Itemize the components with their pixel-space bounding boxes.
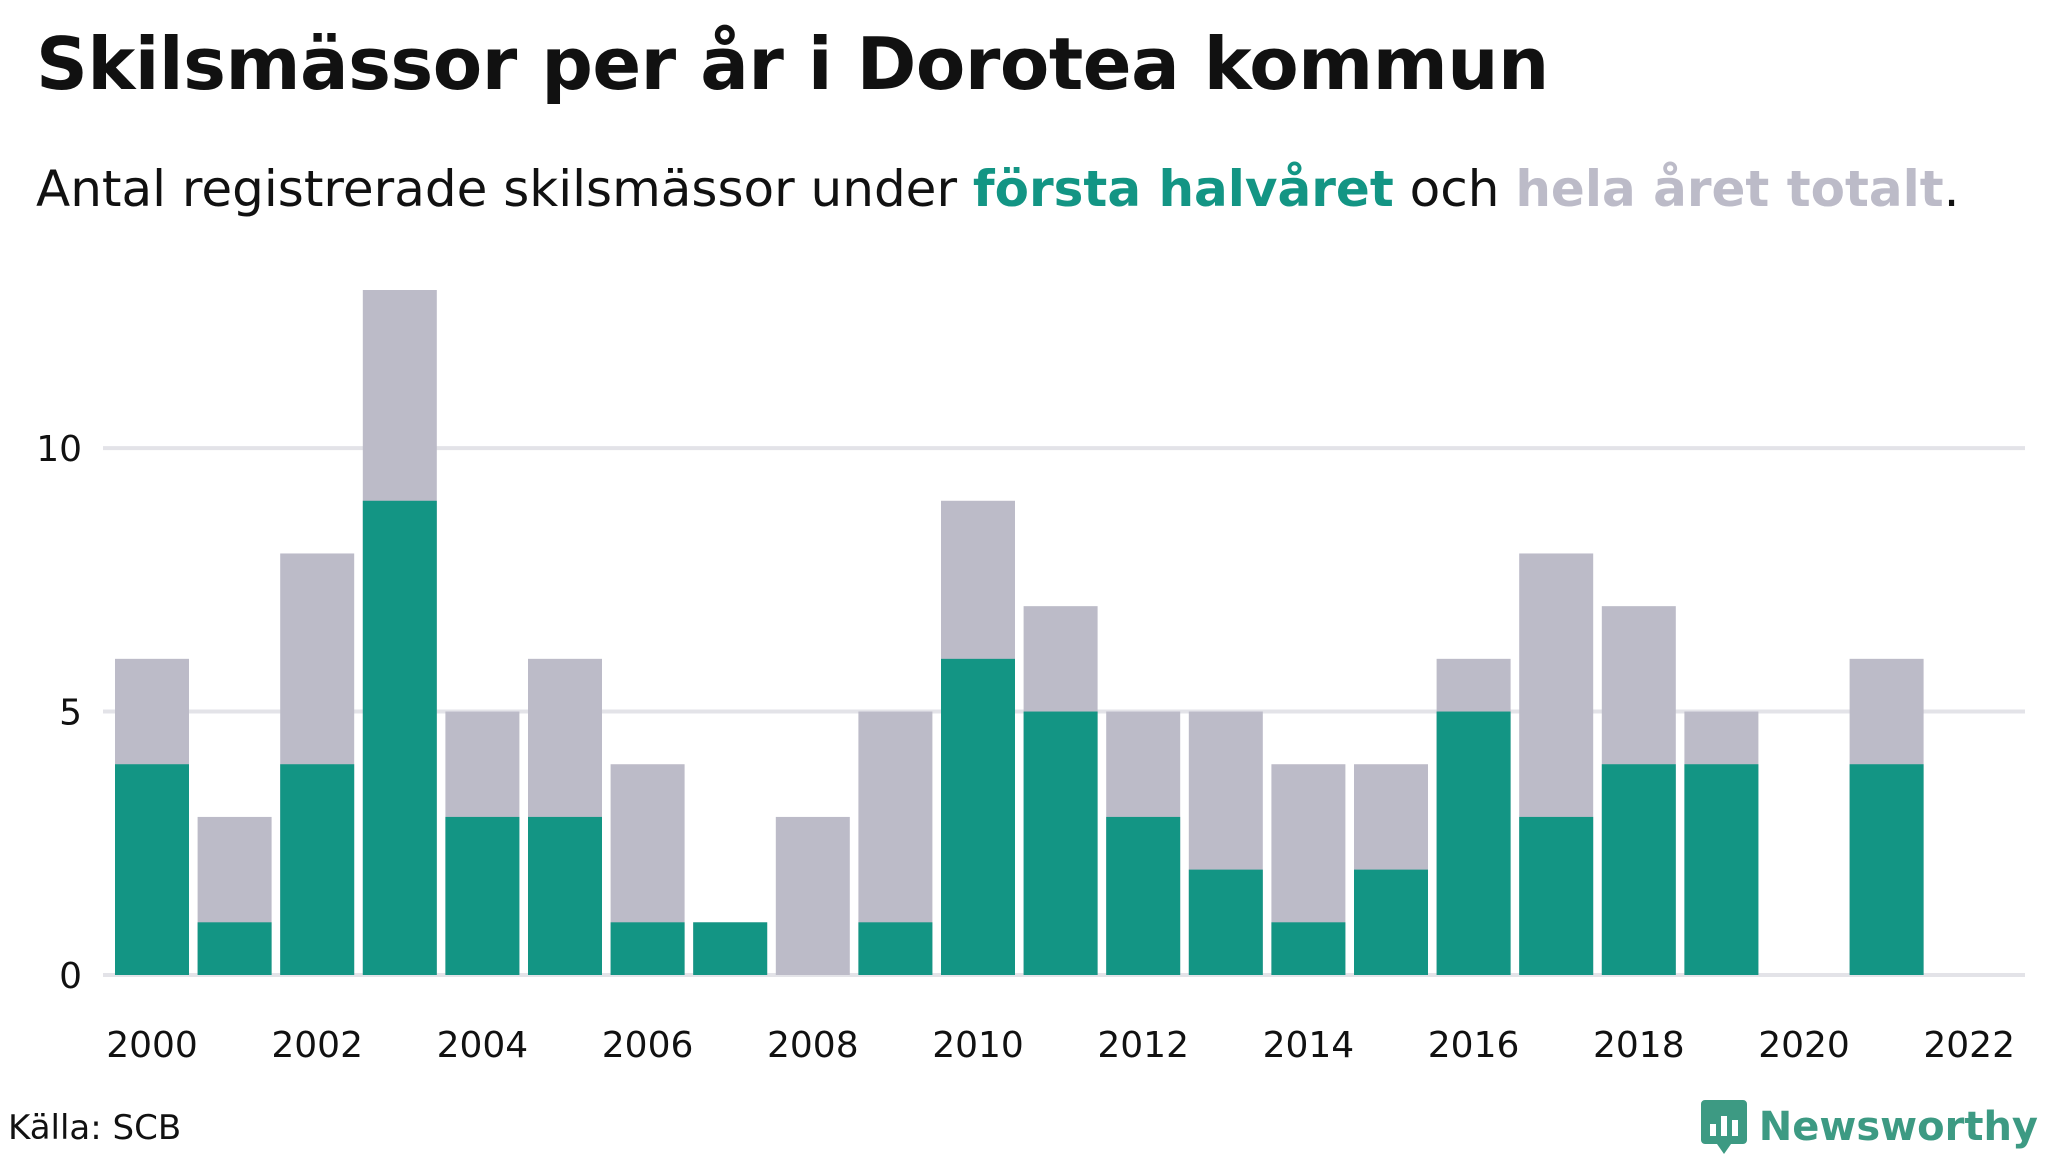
brand-name: Newsworthy — [1758, 1104, 2038, 1150]
brand[interactable]: Newsworthy — [1700, 1100, 2038, 1154]
x-tick-label: 2022 — [1923, 1025, 2015, 1066]
bar-first-half-2002 — [280, 764, 355, 975]
x-tick-label: 2016 — [1428, 1025, 1520, 1066]
x-tick-label: 2002 — [271, 1025, 363, 1066]
bar-first-half-2021 — [1849, 764, 1924, 975]
x-tick-label: 2012 — [1097, 1025, 1189, 1066]
chart-title: Skilsmässor per år i Dorotea kommun — [36, 22, 1549, 106]
y-tick-label: 5 — [59, 693, 82, 734]
bar-first-half-2014 — [1271, 922, 1346, 975]
bar-first-half-2001 — [197, 922, 272, 975]
bar-first-half-2006 — [610, 922, 685, 975]
x-tick-label: 2010 — [932, 1025, 1024, 1066]
chart-subtitle: Antal registrerade skilsmässor under för… — [36, 160, 1960, 218]
x-tick-label: 2000 — [106, 1025, 198, 1066]
bar-first-half-2016 — [1436, 711, 1511, 975]
x-tick-label: 2014 — [1263, 1025, 1355, 1066]
bar-first-half-2005 — [528, 816, 602, 975]
subtitle-legend-total: hela året totalt — [1515, 160, 1944, 218]
x-tick-label: 2004 — [437, 1025, 529, 1066]
bar-chart: 0 5 10 2000 2002 2004 2006 2008 2010 2012 2014 201… — [36, 290, 2025, 1066]
x-tick-label: 2018 — [1593, 1025, 1685, 1066]
bar-first-half-2007 — [693, 922, 768, 975]
y-tick-label: 0 — [59, 956, 82, 997]
subtitle-legend-first-half: första halvåret — [972, 160, 1394, 218]
x-tick-label: 2020 — [1758, 1025, 1850, 1066]
x-tick-label: 2006 — [602, 1025, 694, 1066]
newsworthy-logo-icon — [1700, 1100, 1747, 1154]
bar-total-2008 — [775, 816, 850, 975]
bars — [115, 290, 1924, 975]
y-axis: 0 5 10 — [36, 429, 82, 997]
bar-first-half-2004 — [445, 816, 520, 975]
bar-first-half-2010 — [941, 658, 1015, 975]
bar-first-half-2017 — [1519, 816, 1594, 975]
bar-first-half-2012 — [1106, 816, 1181, 975]
bar-first-half-2019 — [1684, 764, 1759, 975]
subtitle-prefix: Antal registrerade skilsmässor under — [36, 160, 973, 218]
subtitle-middle: och — [1393, 160, 1516, 218]
bar-first-half-2018 — [1601, 764, 1676, 975]
source-note: Källa: SCB — [8, 1108, 182, 1148]
x-tick-label: 2008 — [767, 1025, 859, 1066]
bar-first-half-2000 — [115, 764, 189, 975]
x-axis: 2000 2002 2004 2006 2008 2010 2012 2014 2016 2018… — [106, 1025, 2015, 1066]
bar-first-half-2003 — [362, 500, 437, 975]
subtitle-suffix: . — [1943, 160, 1960, 218]
y-tick-label: 10 — [36, 429, 82, 470]
bar-first-half-2011 — [1023, 711, 1098, 975]
bar-first-half-2015 — [1354, 869, 1428, 975]
bar-first-half-2009 — [858, 922, 933, 975]
bar-first-half-2013 — [1188, 869, 1263, 975]
